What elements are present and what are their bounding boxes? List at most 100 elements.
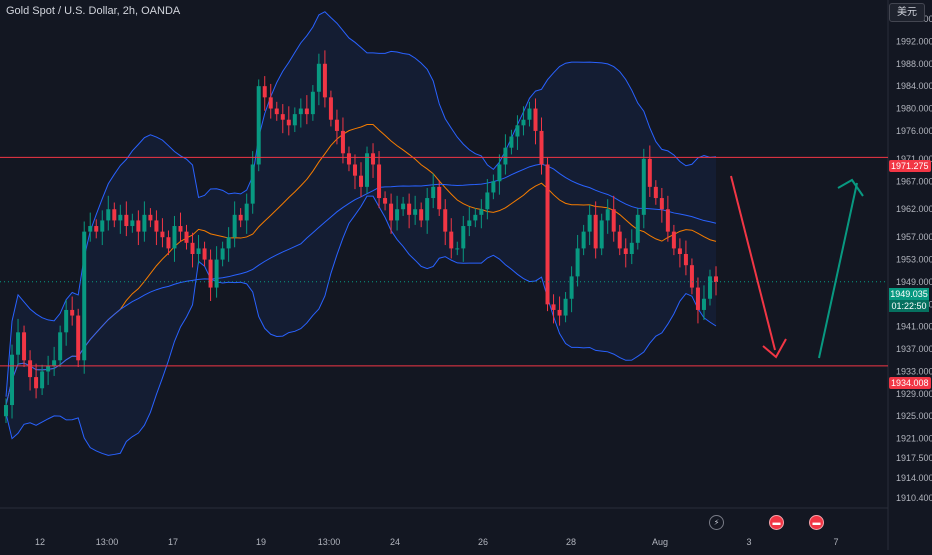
x-tick-label: 26 [478, 537, 488, 547]
candle-body [383, 198, 388, 204]
candle-body [419, 209, 424, 221]
candle-body [575, 248, 580, 277]
candle-body [196, 248, 201, 254]
candle-body [208, 259, 213, 288]
candle-body [94, 226, 99, 232]
candle-body [166, 237, 171, 249]
lower-line-price-tag: 1934.008 [889, 377, 931, 389]
candle-body [455, 248, 460, 250]
candle-body [473, 214, 478, 221]
y-tick-label: 1992.000 [896, 36, 932, 46]
candle-body [599, 220, 604, 249]
candle-body [665, 209, 670, 232]
y-tick-label: 1957.000 [896, 232, 932, 242]
candle-body [286, 119, 291, 126]
candle-body [142, 214, 147, 232]
candle-body [605, 209, 610, 221]
candle-body [58, 332, 63, 361]
currency-button[interactable]: 美元 [889, 3, 925, 22]
candle-body [689, 265, 694, 288]
candle-body [76, 315, 81, 361]
candle-body [389, 203, 394, 221]
candle-body [503, 147, 508, 165]
x-tick-label: 19 [256, 537, 266, 547]
y-tick-label: 1988.000 [896, 59, 932, 69]
candle-body [34, 377, 39, 389]
candle-body [617, 231, 622, 249]
current-price-tag: 1949.035 01:22:50 [889, 288, 929, 312]
candle-body [359, 175, 363, 187]
candle-body [70, 309, 75, 316]
candle-body [40, 371, 45, 389]
candle-body [280, 114, 285, 120]
candle-body [641, 158, 646, 215]
candle-body [106, 209, 111, 221]
candle-body [268, 97, 273, 109]
candle-body [707, 276, 712, 299]
candle-body [190, 242, 195, 254]
candle-body [497, 164, 502, 182]
candle-body [118, 214, 123, 221]
candle-body [407, 203, 412, 215]
candle-body [413, 209, 418, 215]
current-price-label: 1949.035 [889, 288, 929, 300]
candle-body [377, 164, 382, 199]
candle-body [431, 186, 436, 199]
y-tick-label: 1914.000 [896, 473, 932, 483]
bar-countdown-label: 01:22:50 [889, 300, 929, 312]
up-arrow-line [818, 182, 858, 359]
candle-body [262, 86, 267, 98]
candle-body [292, 114, 297, 126]
candle-body [437, 186, 442, 210]
candle-body [346, 153, 351, 165]
candle-body [593, 214, 598, 249]
candle-body [515, 125, 520, 137]
candle-body [22, 332, 27, 361]
x-tick-label: 13:00 [96, 537, 119, 547]
flag-icon[interactable]: ▬ [809, 515, 824, 530]
candle-body [509, 136, 514, 148]
candle-body [112, 209, 117, 221]
candle-body [52, 360, 57, 366]
y-tick-label: 1929.000 [896, 389, 932, 399]
candle-body [16, 332, 21, 355]
candle-body [226, 237, 231, 249]
candle-body [100, 220, 105, 232]
candle-body [334, 119, 339, 131]
candle-body [485, 192, 490, 210]
candle-body [184, 231, 189, 243]
candle-body [130, 220, 135, 227]
candle-body [124, 214, 129, 227]
candle-body [527, 108, 532, 120]
candle-body [214, 259, 219, 288]
y-tick-label: 1984.000 [896, 81, 932, 91]
candle-body [569, 276, 574, 299]
candle-body [64, 309, 69, 333]
candle-body [635, 214, 640, 243]
x-tick-label: 12 [35, 537, 45, 547]
candle-body [551, 304, 556, 310]
upper-line-price-tag: 1971.275 [889, 160, 931, 172]
candle-body [274, 108, 279, 115]
flag-icon[interactable]: ▬ [769, 515, 784, 530]
candle-body [352, 164, 357, 176]
candle-body [298, 108, 303, 115]
candle-body [629, 242, 634, 254]
candle-body [395, 209, 400, 221]
x-tick-label: 7 [833, 537, 838, 547]
y-tick-label: 1910.400 [896, 493, 932, 503]
y-tick-label: 1925.000 [896, 411, 932, 421]
lightning-icon[interactable]: ⚡ [709, 515, 724, 530]
candle-body [340, 130, 345, 154]
y-tick-label: 1980.000 [896, 104, 932, 114]
candle-body [136, 220, 141, 232]
candle-body [365, 153, 370, 187]
candle-body [322, 63, 327, 98]
bollinger-lower-line [5, 195, 717, 456]
down-arrow-line [730, 175, 776, 351]
moving-average-line [5, 123, 717, 406]
candle-body [371, 153, 376, 165]
candle-body [256, 86, 261, 165]
